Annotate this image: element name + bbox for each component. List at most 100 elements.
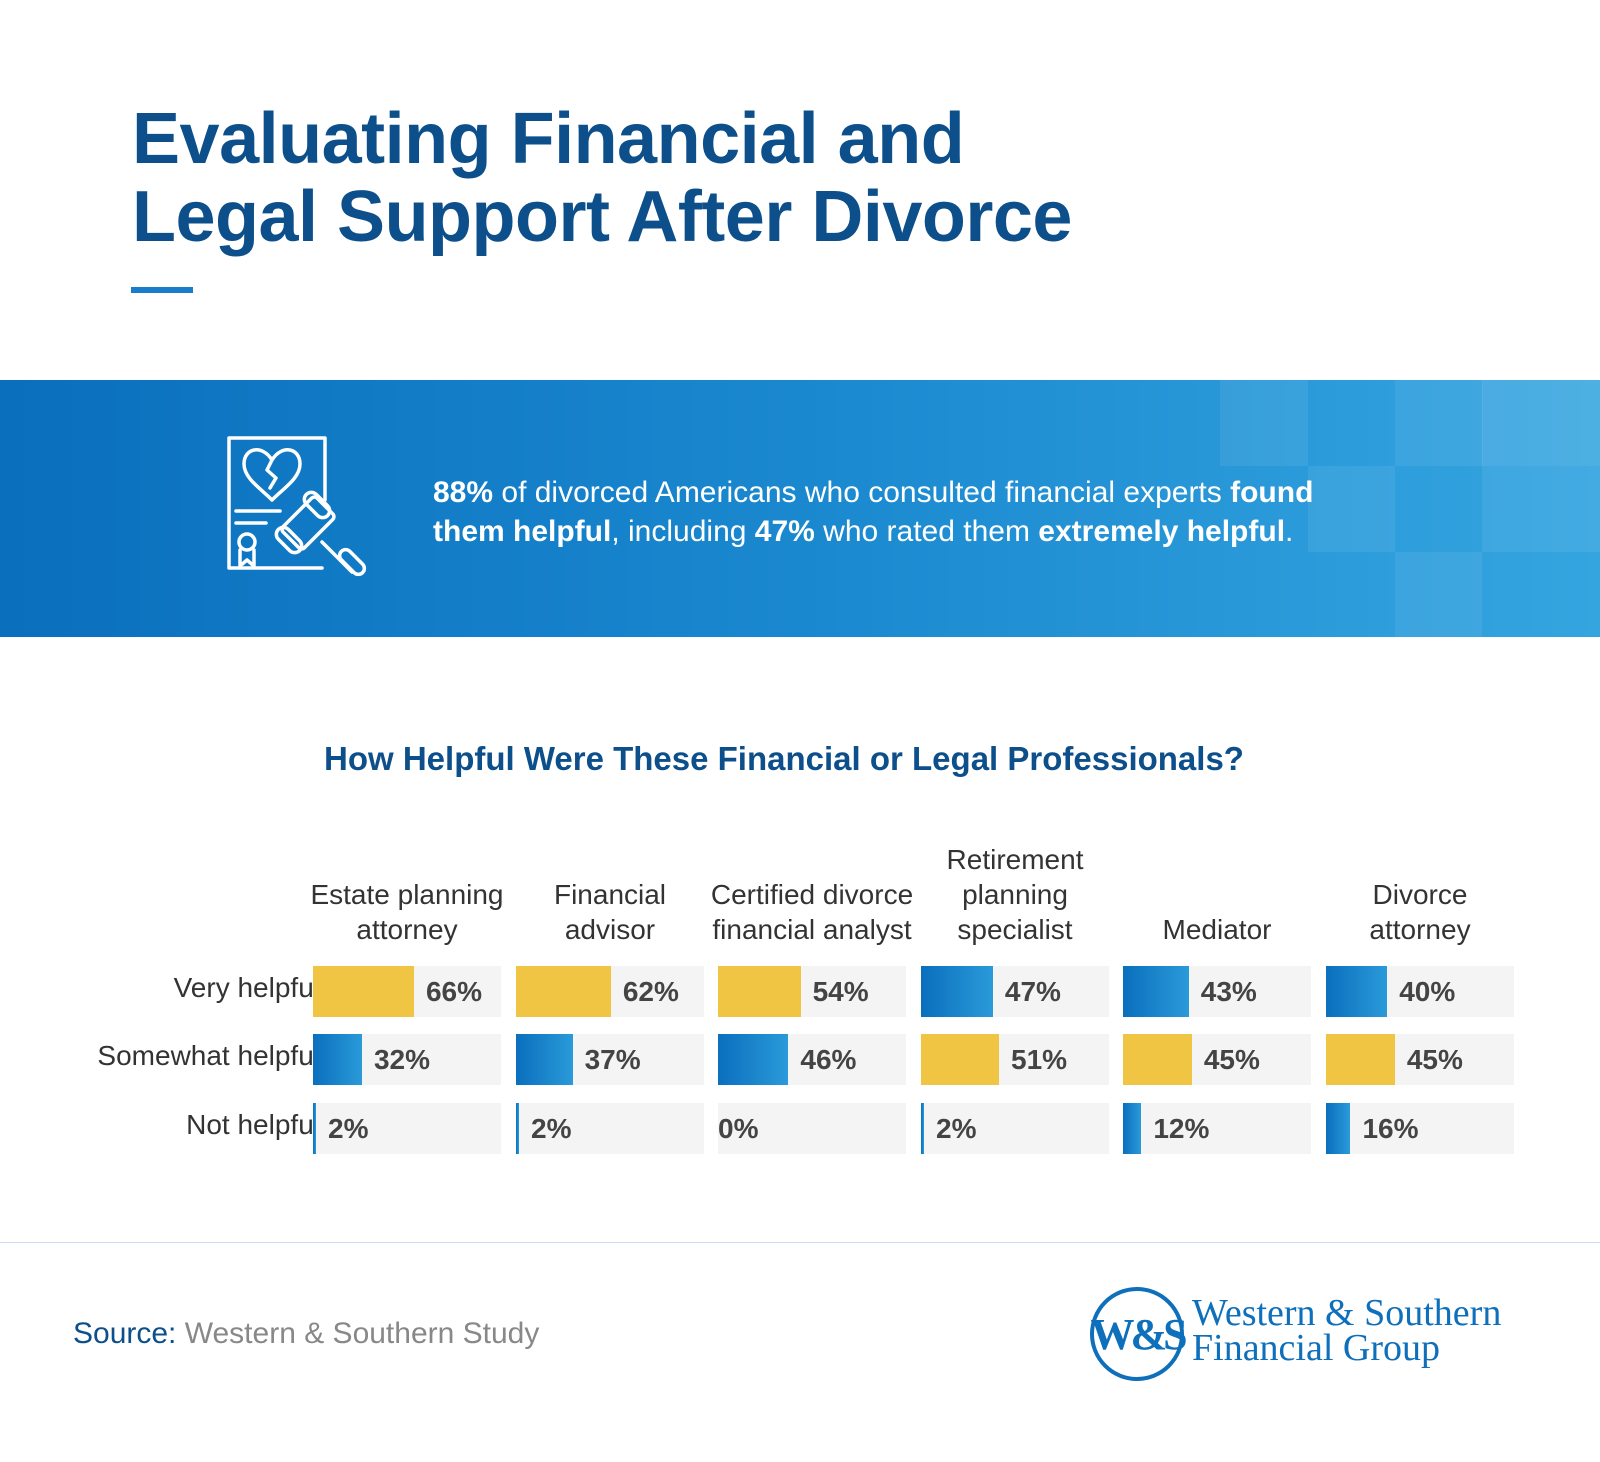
- row-label: Very helpful: [173, 972, 320, 1003]
- bar-track: 32%: [313, 1034, 501, 1085]
- bar-track: 46%: [718, 1034, 906, 1085]
- value-label: 43%: [1200, 976, 1257, 1007]
- bar-track: 0%: [718, 1103, 906, 1154]
- logo-line-1: Western & Southern: [1192, 1292, 1502, 1334]
- value-label: 51%: [1011, 1044, 1068, 1075]
- bar-track: 47%: [921, 966, 1109, 1017]
- column-label: Estate planning attorney: [292, 877, 522, 947]
- column-label-line: attorney: [356, 914, 458, 945]
- bar-track: 16%: [1326, 1103, 1514, 1154]
- column-label-line: Financial: [553, 879, 667, 910]
- value-label: 54%: [812, 976, 869, 1007]
- footer-divider: [0, 1242, 1600, 1243]
- value-label: 12%: [1153, 1113, 1210, 1144]
- bar-track: 54%: [718, 966, 906, 1017]
- value-label: 47%: [1004, 976, 1061, 1007]
- page-title: Evaluating Financial and Legal Support A…: [132, 100, 1072, 256]
- banner-text-part: who rated them: [814, 515, 1039, 548]
- bar: [313, 966, 414, 1017]
- column-label: Certified divorce financial analyst: [697, 877, 927, 947]
- bar-track: 2%: [516, 1103, 704, 1154]
- column-label-line: Estate planning: [310, 879, 504, 910]
- source-note: Source: Western & Southern Study: [73, 1317, 539, 1351]
- bar-track: 66%: [313, 966, 501, 1017]
- banner-text-part: of divorced Americans who consulted fina…: [493, 476, 1231, 509]
- banner-text-part: extremely helpful: [1038, 515, 1286, 548]
- bar: [921, 966, 993, 1017]
- banner-text-part: 88%: [433, 476, 494, 509]
- column-label-line: planning: [962, 879, 1068, 910]
- bar-track: 45%: [1326, 1034, 1514, 1085]
- bar: [718, 966, 801, 1017]
- banner-text-part: 47%: [754, 515, 815, 548]
- bar-track: 43%: [1123, 966, 1311, 1017]
- bar: [718, 1034, 789, 1085]
- value-label: 2%: [531, 1113, 572, 1144]
- document-broken-heart-gavel-icon: [227, 436, 367, 577]
- western-southern-logo: W&S: [1090, 1287, 1186, 1381]
- value-label: 16%: [1362, 1113, 1419, 1144]
- banner-text-part: , including: [611, 515, 755, 548]
- logo-wordmark: Western & Southern Financial Group: [1192, 1292, 1502, 1369]
- source-label: Source:: [73, 1317, 177, 1350]
- column-label-line: Divorce: [1372, 879, 1468, 910]
- bar: [921, 1034, 1000, 1085]
- bar: [1123, 1034, 1192, 1085]
- bar: [1326, 1034, 1395, 1085]
- column-label: Mediator: [1102, 912, 1332, 947]
- bar: [1326, 1103, 1351, 1154]
- bar-track: 62%: [516, 966, 704, 1017]
- bar-track: 51%: [921, 1034, 1109, 1085]
- value-label: 66%: [425, 976, 483, 1007]
- source-text: Western & Southern Study: [176, 1317, 540, 1350]
- stat-banner: 88% of divorced Americans who consulted …: [0, 380, 1600, 637]
- column-label: Financial advisor: [495, 877, 725, 947]
- banner-statement: 88% of divorced Americans who consulted …: [433, 473, 1393, 551]
- bar-track: 12%: [1123, 1103, 1311, 1154]
- banner-text-part: .: [1285, 515, 1294, 548]
- column-label: Divorce attorney: [1305, 877, 1535, 947]
- row-label: Not helpful: [186, 1109, 320, 1140]
- column-label-line: attorney: [1369, 914, 1471, 945]
- bar-track: 2%: [313, 1103, 501, 1154]
- bar: [1123, 1103, 1142, 1154]
- value-label: 40%: [1399, 976, 1456, 1007]
- bar: [313, 1103, 317, 1154]
- value-label: 2%: [328, 1113, 369, 1144]
- column-label-line: specialist: [957, 914, 1073, 945]
- bar-track: 40%: [1326, 966, 1514, 1017]
- title-line-1: Evaluating Financial and: [132, 99, 965, 179]
- column-label-line: advisor: [564, 914, 656, 945]
- bar-track: 2%: [921, 1103, 1109, 1154]
- logo-line-2: Financial Group: [1192, 1327, 1441, 1369]
- banner-text-part: found them helpful: [433, 476, 1314, 548]
- title-underline: [131, 287, 193, 293]
- bar: [1123, 966, 1189, 1017]
- bar: [516, 966, 611, 1017]
- column-label-line: financial analyst: [712, 914, 912, 945]
- column-label-line: Retirement: [946, 844, 1084, 875]
- column-label: Retirement planning specialist: [900, 842, 1130, 947]
- title-line-2: Legal Support After Divorce: [132, 177, 1072, 257]
- row-label: Somewhat helpful: [97, 1040, 320, 1071]
- value-label: 45%: [1406, 1044, 1463, 1075]
- bar: [921, 1103, 925, 1154]
- bar-track: 45%: [1123, 1034, 1311, 1085]
- bar: [516, 1034, 573, 1085]
- column-label-line: Mediator: [1162, 914, 1272, 945]
- chart-title: How Helpful Were These Financial or Lega…: [324, 740, 1244, 777]
- value-label: 37%: [584, 1044, 641, 1075]
- value-label: 62%: [622, 976, 679, 1007]
- value-label: 45%: [1203, 1044, 1260, 1075]
- bar: [313, 1034, 362, 1085]
- value-label: 46%: [800, 1044, 857, 1075]
- value-label: 2%: [936, 1113, 977, 1144]
- svg-text:W&S: W&S: [1090, 1310, 1186, 1359]
- value-label: 32%: [373, 1044, 430, 1075]
- column-label-line: Certified divorce: [710, 879, 914, 910]
- bar: [1326, 966, 1388, 1017]
- bar-track: 37%: [516, 1034, 704, 1085]
- value-label: 0%: [718, 1113, 759, 1144]
- bar: [516, 1103, 520, 1154]
